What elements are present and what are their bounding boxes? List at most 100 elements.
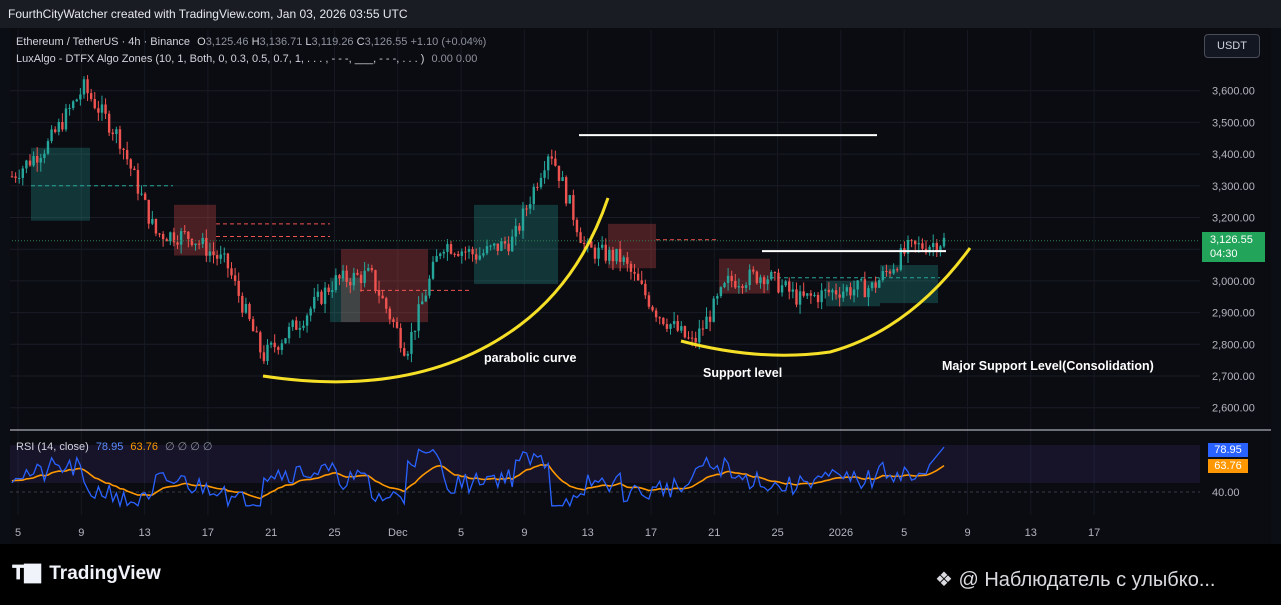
- candle-body: [107, 113, 111, 133]
- c-label: C: [356, 36, 365, 48]
- tradingview-logo[interactable]: 𝐓▉ TradingView: [12, 563, 161, 585]
- candle-body: [683, 326, 687, 338]
- currency-button[interactable]: USDT: [1204, 34, 1260, 58]
- candle-body: [770, 272, 773, 280]
- grid: [10, 30, 1271, 515]
- candle-body: [608, 249, 611, 261]
- candle-body: [205, 237, 208, 256]
- candle-body: [399, 327, 402, 349]
- candle-body: [287, 326, 291, 339]
- candle-body: [716, 296, 719, 299]
- l-label: L: [305, 36, 312, 48]
- candle-body: [259, 332, 262, 353]
- candle-body: [356, 272, 359, 275]
- candle-body: [154, 218, 158, 234]
- candle-body: [561, 177, 564, 181]
- symbol-legend[interactable]: Ethereum / TetherUS · 4h · Binance O3,12…: [16, 36, 486, 48]
- candle-body: [485, 246, 489, 254]
- candle-body: [647, 295, 651, 307]
- candle-body: [323, 287, 327, 304]
- supply-zone: [341, 249, 428, 323]
- x-tick-label: 13: [1025, 527, 1037, 539]
- y-tick-label: 3,600.00: [1212, 86, 1255, 98]
- candle-body: [71, 101, 75, 109]
- candle-body: [345, 270, 348, 282]
- candle-body: [53, 129, 57, 133]
- candle-body: [935, 243, 939, 252]
- candle-body: [906, 240, 910, 254]
- candle-body: [122, 148, 125, 151]
- bar-countdown: 04:30: [1210, 248, 1238, 260]
- candle-body: [104, 104, 107, 114]
- candle-body: [417, 304, 420, 331]
- candle-body: [604, 244, 607, 261]
- chart-area[interactable]: [10, 28, 1271, 544]
- footer: [0, 544, 1281, 605]
- candle-body: [111, 132, 114, 135]
- candle-body: [61, 121, 64, 130]
- candle-body: [25, 160, 28, 169]
- candle-body: [849, 287, 852, 296]
- rsi-legend[interactable]: RSI (14, close) 78.95 63.76 ∅ ∅ ∅ ∅: [16, 440, 213, 453]
- candle-body: [600, 244, 604, 248]
- x-tick-label: 17: [1088, 527, 1100, 539]
- y-tick-label: 3,200.00: [1212, 213, 1255, 225]
- candle-body: [629, 263, 633, 272]
- time-axis[interactable]: 5 9 13 17 21 25 Dec 5 9 13 17 21 25 2026 5 9 13 17: [15, 527, 1100, 539]
- candle-body: [942, 237, 946, 247]
- candle-body: [406, 353, 410, 356]
- candle-body: [874, 282, 877, 288]
- change-value: +1.10 (+0.04%): [410, 36, 487, 48]
- x-tick-label: Dec: [388, 527, 408, 539]
- candle-body: [730, 275, 733, 281]
- indicator-name: LuxAlgo - DTFX Algo Zones (10, 1, Both, …: [16, 53, 425, 65]
- demand-zone: [330, 277, 360, 323]
- candle-body: [795, 289, 798, 305]
- candle-body: [284, 338, 287, 344]
- candle-body: [187, 231, 190, 239]
- candle-body: [223, 253, 226, 255]
- candle-body: [741, 286, 744, 288]
- candle-body: [165, 239, 168, 242]
- candle-body: [921, 243, 924, 249]
- candle-body: [572, 195, 575, 220]
- candle-body: [676, 321, 679, 331]
- candle-body: [788, 281, 791, 292]
- candle-body: [536, 186, 539, 188]
- candle-body: [615, 248, 618, 262]
- candle-body: [870, 282, 874, 289]
- candle-body: [370, 268, 374, 271]
- candle-body: [39, 158, 42, 163]
- header-title: FourthCityWatcher created with TradingVi…: [8, 7, 408, 21]
- candle-body: [57, 121, 60, 133]
- candle-body: [35, 156, 39, 163]
- candle-body: [446, 244, 449, 252]
- candle-body: [669, 324, 672, 329]
- candle-body: [367, 268, 370, 271]
- indicator-legend[interactable]: LuxAlgo - DTFX Algo Zones (10, 1, Both, …: [16, 53, 477, 65]
- candle-body: [644, 283, 647, 296]
- candle-body: [510, 236, 514, 252]
- candle-body: [759, 277, 762, 284]
- o-value: 3,125.46: [205, 36, 249, 48]
- candle-body: [914, 240, 917, 245]
- candle-body: [831, 290, 834, 293]
- y-tick-label: 2,800.00: [1212, 339, 1255, 351]
- candle-body: [852, 289, 856, 296]
- candle-body: [467, 249, 471, 252]
- candle-body: [780, 285, 784, 293]
- candle-body: [140, 193, 143, 195]
- candle-body: [341, 270, 345, 279]
- candle-body: [97, 108, 100, 113]
- candle-body: [212, 251, 215, 256]
- candle-body: [457, 254, 460, 256]
- candle-body: [471, 249, 474, 255]
- candle-body: [475, 254, 478, 260]
- candle-body: [539, 177, 543, 188]
- candle-body: [824, 289, 827, 291]
- candle-body: [439, 253, 442, 257]
- candle-body: [845, 287, 849, 292]
- y-tick-label: 3,300.00: [1212, 181, 1255, 193]
- candle-body: [331, 290, 334, 293]
